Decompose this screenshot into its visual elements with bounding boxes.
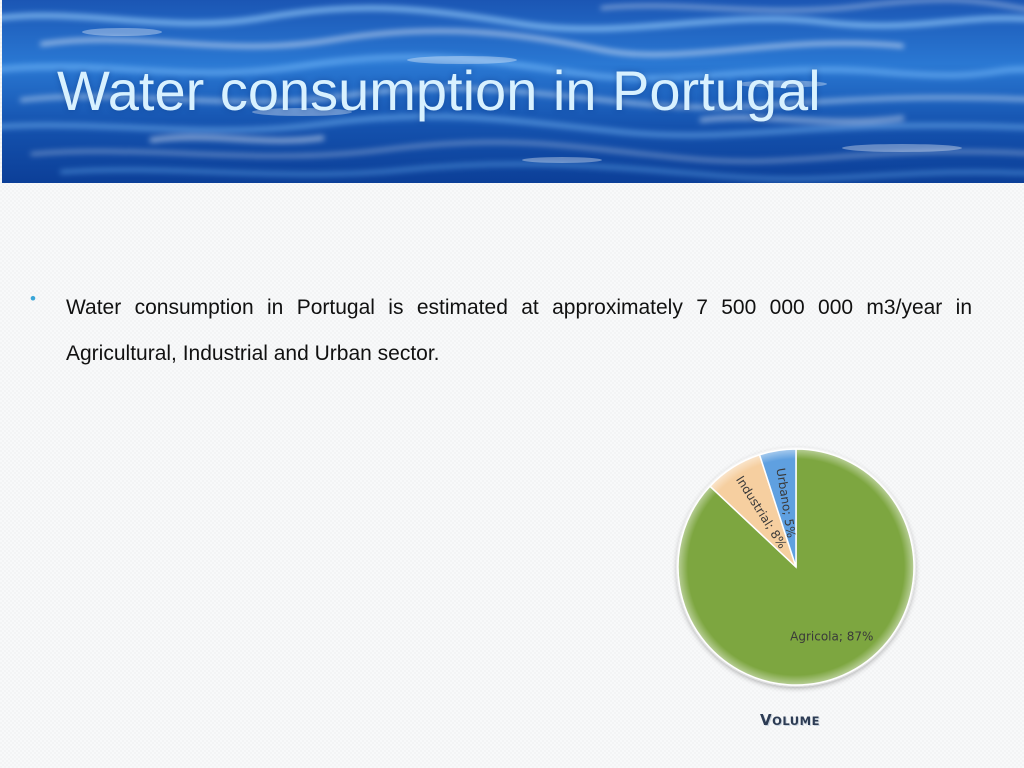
pie-chart: Agricola; 87% Industrial; 8% Urbano; 5% xyxy=(670,436,926,746)
chart-caption-rest: OLUME xyxy=(772,714,820,728)
pie-chart-svg: Agricola; 87%Industrial; 8%Urbano; 5% xyxy=(676,447,916,687)
chart-caption: VOLUME xyxy=(760,711,820,729)
bullet-point-icon: • xyxy=(30,289,36,308)
chart-caption-initial: V xyxy=(760,711,773,729)
bullet-text: Water consumption in Portugal is estimat… xyxy=(66,296,972,365)
water-header-banner: Water consumption in Portugal xyxy=(2,0,1024,183)
slide-title: Water consumption in Portugal xyxy=(57,59,821,122)
pie-label-agricola: Agricola; 87% xyxy=(790,630,873,644)
bullet-list-item: • Water consumption in Portugal is estim… xyxy=(30,285,972,377)
